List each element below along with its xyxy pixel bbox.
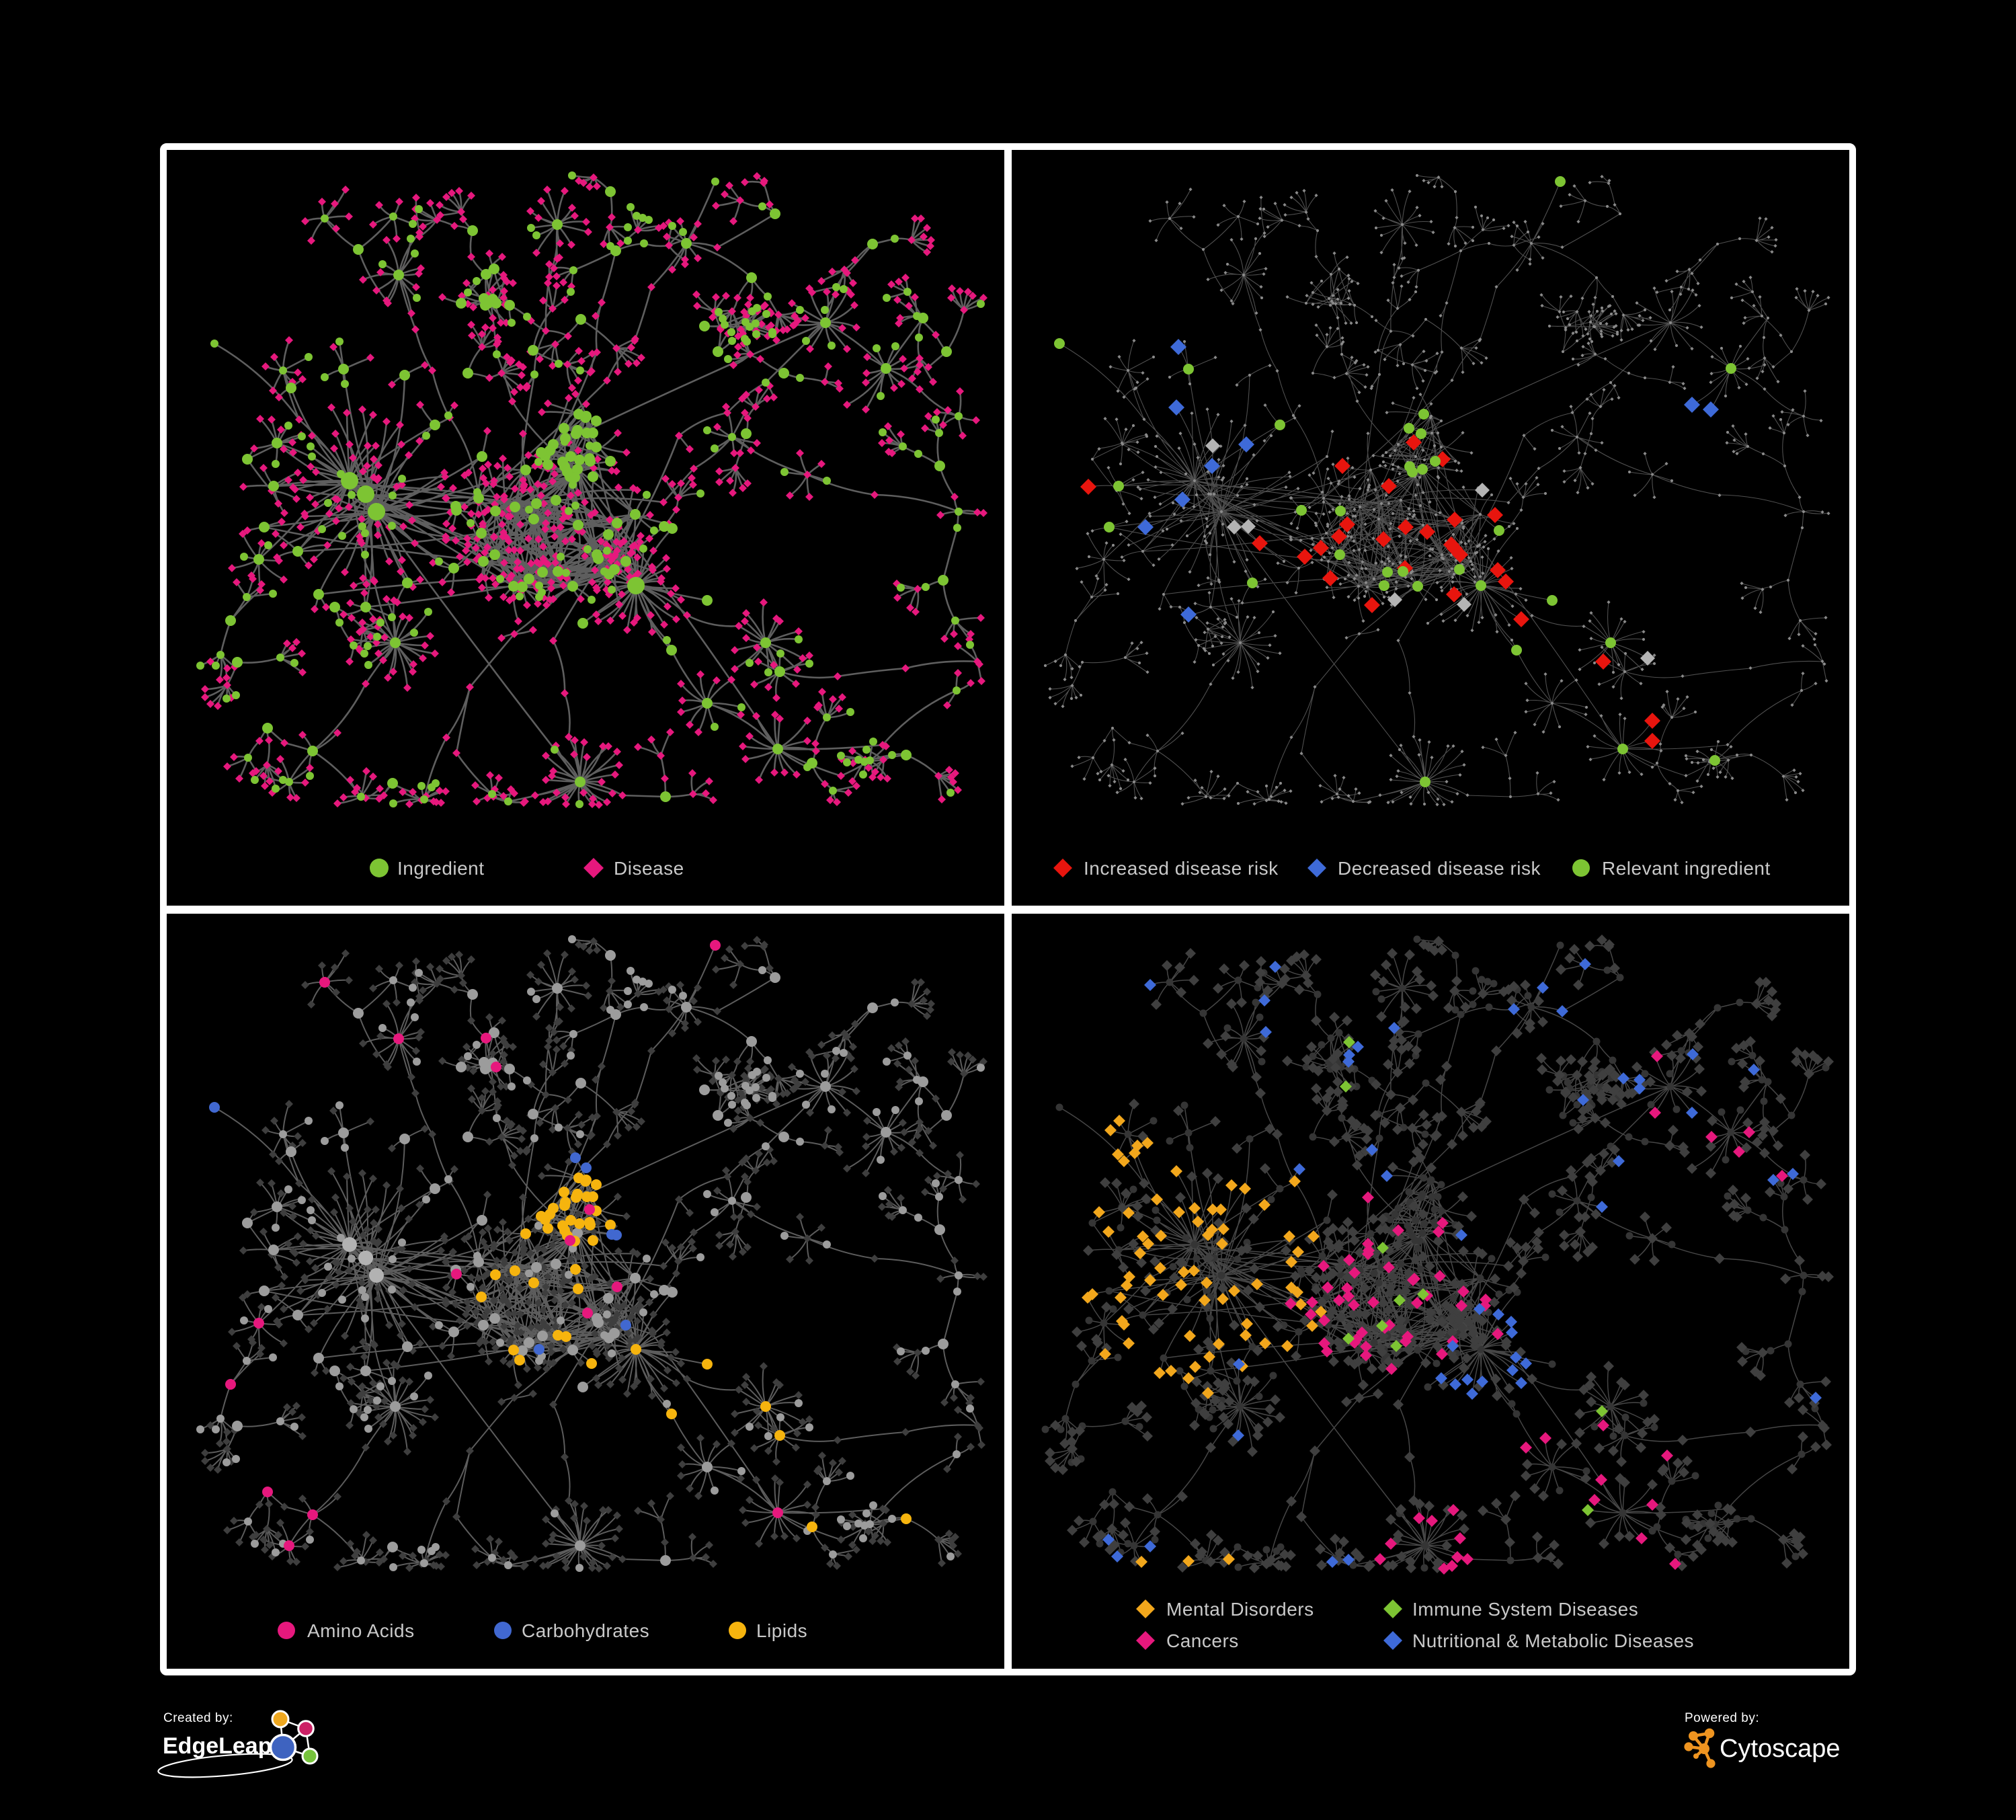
svg-text:Amino Acids: Amino Acids bbox=[307, 1620, 415, 1641]
svg-text:Cytoscape: Cytoscape bbox=[1720, 1735, 1841, 1763]
svg-text:Nutritional & Metabolic Diseas: Nutritional & Metabolic Diseases bbox=[1412, 1630, 1694, 1651]
svg-text:Immune System Diseases: Immune System Diseases bbox=[1412, 1599, 1638, 1620]
svg-text:Mental Disorders: Mental Disorders bbox=[1166, 1599, 1314, 1620]
svg-text:Decreased disease risk: Decreased disease risk bbox=[1338, 858, 1541, 879]
svg-text:Ingredient: Ingredient bbox=[397, 858, 485, 879]
svg-text:Relevant ingredient: Relevant ingredient bbox=[1602, 858, 1771, 879]
svg-text:Cancers: Cancers bbox=[1166, 1630, 1239, 1651]
svg-text:Disease: Disease bbox=[614, 858, 684, 879]
svg-text:Lipids: Lipids bbox=[756, 1620, 807, 1641]
svg-text:EdgeLeap: EdgeLeap bbox=[163, 1733, 272, 1759]
svg-text:Carbohydrates: Carbohydrates bbox=[522, 1620, 649, 1641]
svg-text:Increased disease risk: Increased disease risk bbox=[1084, 858, 1279, 879]
